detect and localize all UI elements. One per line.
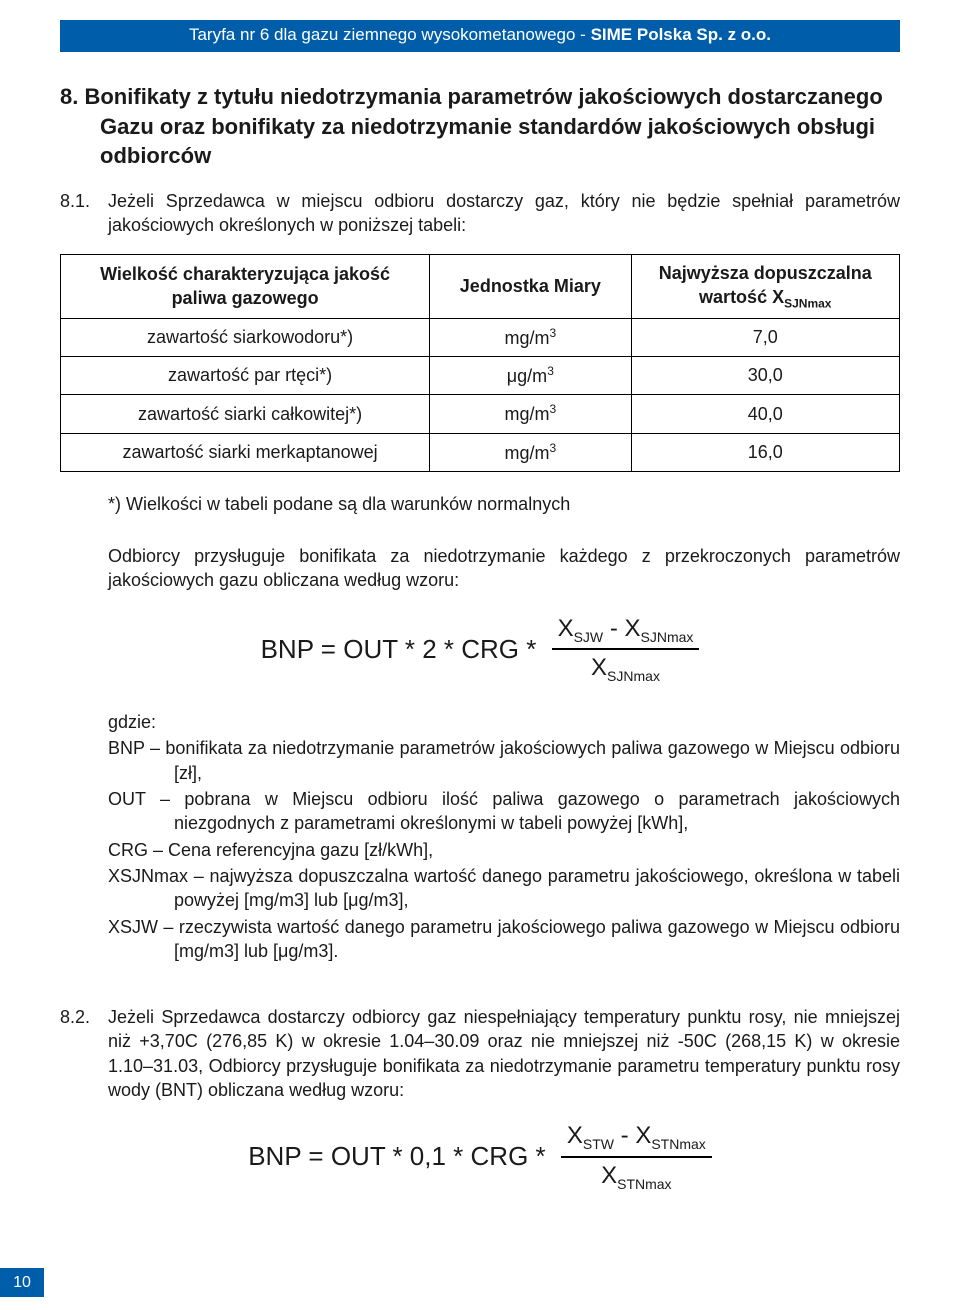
para-number: 8.1.: [60, 189, 108, 213]
paragraph-8-2: 8.2.Jeżeli Sprzedawca dostarczy odbiorcy…: [60, 1005, 900, 1102]
def-item: CRG – Cena referencyjna gazu [zł/kWh],: [108, 838, 900, 862]
cell-value: 16,0: [631, 433, 899, 471]
def-item: XSJNmax – najwyższa dopuszczalna wartość…: [108, 864, 900, 913]
header-prefix: Taryfa nr 6 dla gazu ziemnego wysokometa…: [189, 25, 591, 44]
para-number: 8.2.: [60, 1005, 108, 1029]
def-item: XSJW – rzeczywista wartość danego parame…: [108, 915, 900, 964]
formula1-fraction: XSJW - XSJNmax XSJNmax: [552, 613, 700, 686]
page-number: 10: [0, 1268, 44, 1298]
formula-bnp-2: BNP = OUT * 0,1 * CRG * XSTW - XSTNmax X…: [60, 1120, 900, 1193]
formula2-numerator: XSTW - XSTNmax: [561, 1120, 712, 1158]
section-number: 8.: [60, 84, 78, 109]
table-footnote: *) Wielkości w tabeli podane są dla waru…: [108, 492, 900, 516]
para-text: Jeżeli Sprzedawca dostarczy odbiorcy gaz…: [108, 1007, 900, 1100]
page-body: 8. Bonifikaty z tytułu niedotrzymania pa…: [0, 82, 960, 1238]
formula1-numerator: XSJW - XSJNmax: [552, 613, 700, 651]
cell-value: 7,0: [631, 318, 899, 356]
header-company: SIME Polska Sp. z o.o.: [591, 25, 771, 44]
cell-param: zawartość par rtęci*): [61, 356, 430, 394]
def-item: OUT – pobrana w Miejscu odbioru ilość pa…: [108, 787, 900, 836]
cell-param: zawartość siarkowodoru*): [61, 318, 430, 356]
cell-value: 40,0: [631, 395, 899, 433]
formula2-fraction: XSTW - XSTNmax XSTNmax: [561, 1120, 712, 1193]
table-row: zawartość par rtęci*) μg/m3 30,0: [61, 356, 900, 394]
para-text: Jeżeli Sprzedawca w miejscu odbioru dost…: [108, 191, 900, 235]
table-row: zawartość siarkowodoru*) mg/m3 7,0: [61, 318, 900, 356]
document-header-band: Taryfa nr 6 dla gazu ziemnego wysokometa…: [60, 20, 900, 52]
table-header-col3: Najwyższa dopuszczalna wartość XSJNmax: [631, 254, 899, 318]
cell-value: 30,0: [631, 356, 899, 394]
cell-unit: mg/m3: [430, 433, 631, 471]
formula2-denominator: XSTNmax: [561, 1158, 712, 1194]
section-title: 8. Bonifikaty z tytułu niedotrzymania pa…: [60, 82, 900, 171]
cell-unit: μg/m3: [430, 356, 631, 394]
definitions-block: gdzie: BNP – bonifikata za niedotrzymani…: [108, 710, 900, 963]
cell-param: zawartość siarki merkaptanowej: [61, 433, 430, 471]
table-row: zawartość siarki merkaptanowej mg/m3 16,…: [61, 433, 900, 471]
section-title-text: Bonifikaty z tytułu niedotrzymania param…: [84, 84, 882, 168]
formula2-lhs: BNP = OUT * 0,1 * CRG *: [248, 1139, 545, 1174]
cell-unit: mg/m3: [430, 318, 631, 356]
formula-bnp-1: BNP = OUT * 2 * CRG * XSJW - XSJNmax XSJ…: [60, 613, 900, 686]
formula1-lhs: BNP = OUT * 2 * CRG *: [261, 632, 537, 667]
defs-where-label: gdzie:: [108, 710, 900, 734]
table-header-col1: Wielkość charakteryzująca jakość paliwa …: [61, 254, 430, 318]
table-header-col2: Jednostka Miary: [430, 254, 631, 318]
paragraph-8-1: 8.1.Jeżeli Sprzedawca w miejscu odbioru …: [60, 189, 900, 238]
th3-line2-sub: SJNmax: [784, 296, 831, 310]
def-item: BNP – bonifikata za niedotrzymanie param…: [108, 736, 900, 785]
quality-parameters-table: Wielkość charakteryzująca jakość paliwa …: [60, 254, 900, 472]
cell-unit: mg/m3: [430, 395, 631, 433]
table-body: zawartość siarkowodoru*) mg/m3 7,0 zawar…: [61, 318, 900, 471]
th3-line1: Najwyższa dopuszczalna: [659, 263, 872, 283]
cell-param: zawartość siarki całkowitej*): [61, 395, 430, 433]
table-row: zawartość siarki całkowitej*) mg/m3 40,0: [61, 395, 900, 433]
formula-intro-paragraph: Odbiorcy przysługuje bonifikata za niedo…: [108, 544, 900, 593]
th3-line2-pre: wartość X: [699, 287, 784, 307]
formula1-denominator: XSJNmax: [552, 650, 700, 686]
